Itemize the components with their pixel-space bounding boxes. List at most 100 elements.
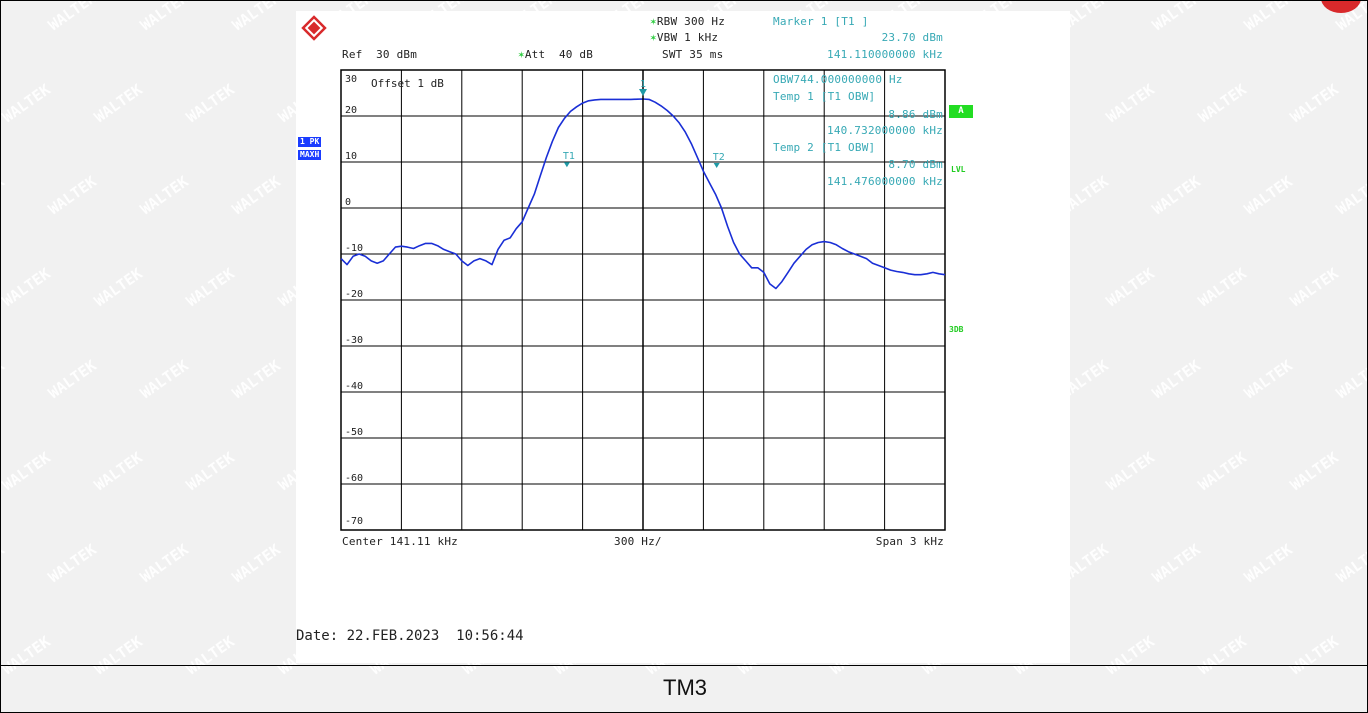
temp1-frequency: 140.732000000 kHz bbox=[827, 124, 943, 137]
ref-level-label: Ref 30 dBm bbox=[342, 48, 418, 61]
watermark-text: WALTEK bbox=[1149, 1, 1204, 34]
y-tick-labels: 30 20 10 0 -10 -20 -30 -40 -50 -60 -70 bbox=[345, 74, 363, 527]
marker-frequency: 141.110000000 kHz bbox=[827, 48, 943, 61]
trace-a-indicator: A bbox=[949, 105, 973, 118]
temp2-title: Temp 2 [T1 OBW] bbox=[773, 141, 876, 154]
watermark-text: WALTEK bbox=[1333, 356, 1368, 402]
watermark-text: WALTEK bbox=[1, 356, 8, 402]
temp2-level: 8.70 dBm bbox=[888, 158, 943, 171]
watermark-text: WALTEK bbox=[1333, 172, 1368, 218]
temp-marker-1-label: T1 bbox=[563, 151, 575, 162]
watermark-text: WALTEK bbox=[229, 172, 284, 218]
marker-title: Marker 1 [T1 ] bbox=[773, 15, 869, 28]
watermark-text: WALTEK bbox=[1241, 540, 1296, 586]
watermark-text: WALTEK bbox=[1241, 172, 1296, 218]
marker-1-label: 1 bbox=[640, 79, 646, 90]
y-tick-label: -10 bbox=[345, 243, 363, 254]
y-tick-label: 10 bbox=[345, 151, 357, 162]
watermark-text: WALTEK bbox=[1287, 80, 1342, 126]
watermark-text: WALTEK bbox=[1241, 1, 1296, 34]
temp1-level: 8.86 dBm bbox=[888, 108, 943, 121]
watermark-text: WALTEK bbox=[1287, 264, 1342, 310]
watermark-text: WALTEK bbox=[45, 356, 100, 402]
watermark-text: WALTEK bbox=[1195, 448, 1250, 494]
y-tick-label: -70 bbox=[345, 516, 363, 527]
watermark-text: WALTEK bbox=[45, 540, 100, 586]
watermark-text: WALTEK bbox=[1, 448, 54, 494]
vbw-label: ✶VBW 1 kHz bbox=[650, 31, 719, 44]
3db-indicator: 3DB bbox=[949, 325, 964, 334]
watermark-text: WALTEK bbox=[1333, 540, 1368, 586]
rbw-label: ✶RBW 300 Hz bbox=[650, 15, 726, 28]
analyzer-screen: ✶RBW 300 Hz ✶VBW 1 kHz SWT 35 ms Ref 30 … bbox=[296, 11, 1070, 663]
attenuation-label: ✶Att 40 dB bbox=[518, 48, 594, 61]
watermark-text: WALTEK bbox=[91, 448, 146, 494]
watermark-text: WALTEK bbox=[1, 540, 8, 586]
watermark-text: WALTEK bbox=[1, 80, 54, 126]
y-tick-label: -50 bbox=[345, 427, 363, 438]
watermark-text: WALTEK bbox=[91, 80, 146, 126]
y-tick-label: 20 bbox=[345, 105, 357, 116]
watermark-text: WALTEK bbox=[1, 264, 54, 310]
y-tick-label: 30 bbox=[345, 74, 357, 85]
spectrum-plot: 30 20 10 0 -10 -20 -30 -40 -50 -60 -70 1 T1 T2 Offse… bbox=[340, 69, 946, 531]
watermark-text: WALTEK bbox=[1241, 356, 1296, 402]
span-label: Span 3 kHz bbox=[875, 535, 944, 548]
trace-mode-badge-1: 1 PK bbox=[298, 137, 322, 147]
watermark-text: WALTEK bbox=[1, 632, 54, 678]
temp1-title: Temp 1 [T1 OBW] bbox=[773, 90, 876, 103]
temp-marker-2-icon bbox=[713, 162, 720, 168]
watermark-text: WALTEK bbox=[1103, 632, 1158, 678]
watermark-text: WALTEK bbox=[1287, 632, 1342, 678]
watermark-text: WALTEK bbox=[1195, 632, 1250, 678]
watermark-text: WALTEK bbox=[137, 356, 192, 402]
figure-caption: TM3 bbox=[663, 675, 707, 700]
rohde-schwarz-logo-icon bbox=[301, 15, 327, 41]
watermark-text: WALTEK bbox=[1149, 356, 1204, 402]
watermark-text: WALTEK bbox=[137, 540, 192, 586]
marker-1-icon bbox=[639, 88, 647, 96]
marker-level: 23.70 dBm bbox=[881, 31, 943, 44]
trace-mode-badge-2: MAXH bbox=[298, 150, 322, 160]
temp-marker-1-icon bbox=[563, 162, 570, 168]
sweep-time-label: SWT 35 ms bbox=[662, 48, 724, 61]
watermark-text: WALTEK bbox=[1287, 448, 1342, 494]
watermark-text: WALTEK bbox=[183, 632, 238, 678]
caption-divider bbox=[1, 665, 1367, 666]
watermark-text: WALTEK bbox=[183, 264, 238, 310]
y-tick-label: -40 bbox=[345, 381, 363, 392]
y-tick-label: -30 bbox=[345, 335, 363, 346]
watermark-text: WALTEK bbox=[45, 1, 100, 34]
marker-layer: 1 T1 T2 bbox=[563, 70, 725, 530]
level-indicator: LVL bbox=[951, 165, 966, 174]
center-frequency-label: Center 141.11 kHz bbox=[342, 535, 458, 548]
offset-label: Offset 1 dB bbox=[371, 77, 444, 90]
watermark-text: WALTEK bbox=[183, 448, 238, 494]
y-tick-label: 0 bbox=[345, 197, 351, 208]
temp2-frequency: 141.476000000 kHz bbox=[827, 175, 943, 188]
watermark-text: WALTEK bbox=[229, 1, 284, 34]
temp-marker-2-label: T2 bbox=[713, 152, 725, 163]
watermark-text: WALTEK bbox=[1103, 264, 1158, 310]
watermark-text: WALTEK bbox=[1, 172, 8, 218]
watermark-text: WALTEK bbox=[1, 1, 8, 34]
watermark-text: WALTEK bbox=[229, 540, 284, 586]
watermark-text: WALTEK bbox=[1103, 448, 1158, 494]
watermark-text: WALTEK bbox=[1195, 264, 1250, 310]
watermark-text: WALTEK bbox=[91, 264, 146, 310]
y-tick-label: -20 bbox=[345, 289, 363, 300]
measurement-date: Date: 22.FEB.2023 10:56:44 bbox=[296, 628, 524, 644]
watermark-text: WALTEK bbox=[229, 356, 284, 402]
y-tick-label: -60 bbox=[345, 473, 363, 484]
watermark-text: WALTEK bbox=[137, 1, 192, 34]
watermark-text: WALTEK bbox=[91, 632, 146, 678]
watermark-text: WALTEK bbox=[1149, 172, 1204, 218]
watermark-text: WALTEK bbox=[1195, 80, 1250, 126]
logo-corner-badge bbox=[1321, 1, 1361, 13]
watermark-text: WALTEK bbox=[137, 172, 192, 218]
obw-readout: OBW744.000000000 Hz bbox=[773, 73, 903, 86]
watermark-text: WALTEK bbox=[183, 80, 238, 126]
per-division-label: 300 Hz/ bbox=[614, 535, 662, 548]
watermark-text: WALTEK bbox=[1149, 540, 1204, 586]
